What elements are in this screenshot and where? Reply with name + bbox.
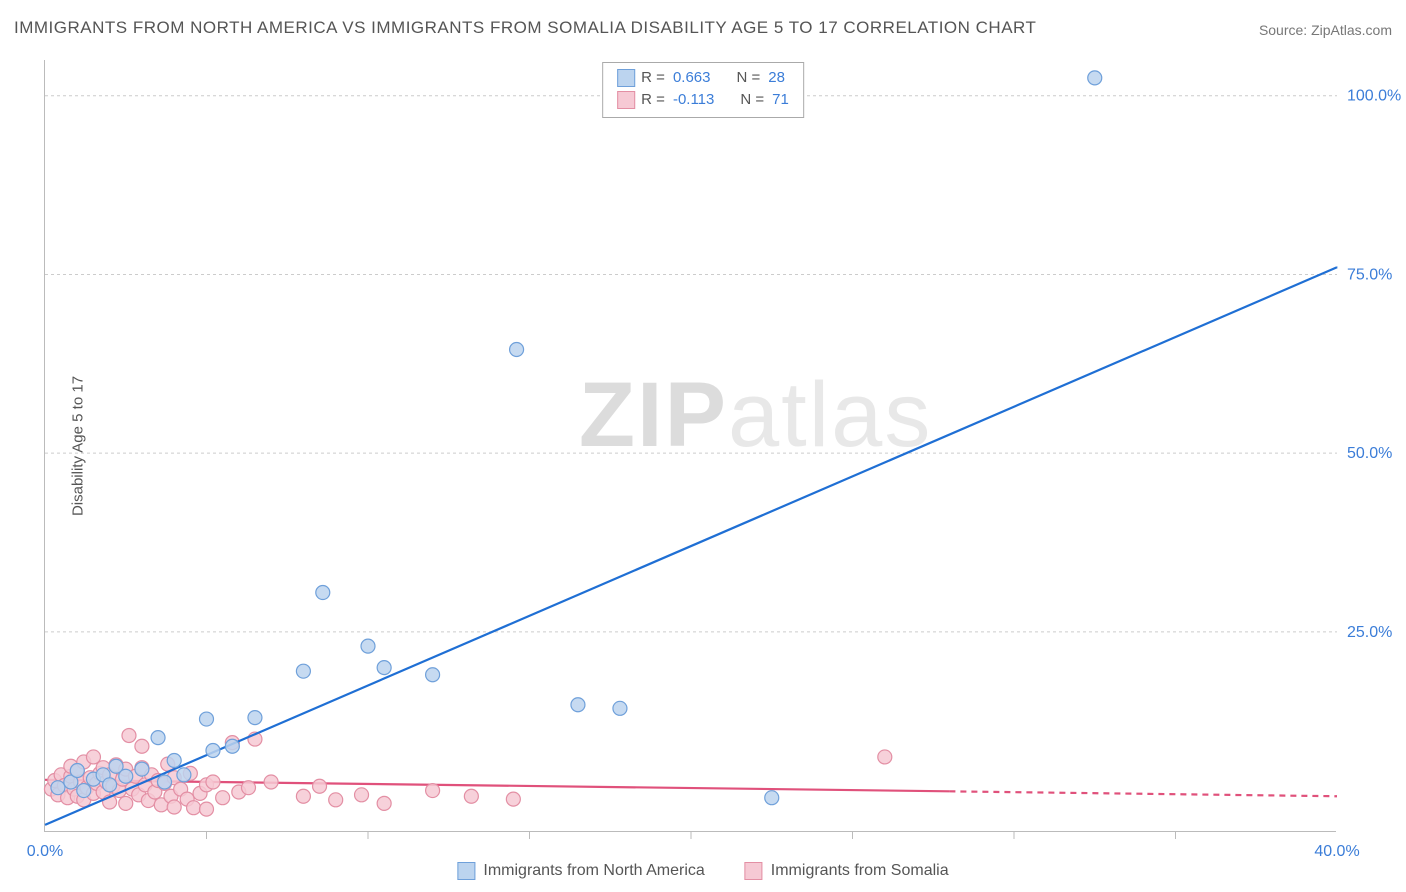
n-label: N = — [740, 89, 764, 111]
legend-item-label: Immigrants from Somalia — [771, 862, 949, 880]
svg-text:50.0%: 50.0% — [1347, 445, 1392, 462]
source-credit: Source: ZipAtlas.com — [1259, 22, 1392, 38]
scatter-svg: ZIPatlas25.0%50.0%75.0%100.0%0.0%40.0% — [45, 60, 1336, 831]
svg-text:75.0%: 75.0% — [1347, 266, 1392, 283]
r-value: 0.663 — [673, 67, 711, 89]
r-value: -0.113 — [673, 89, 714, 111]
legend-swatch-icon — [457, 862, 475, 880]
legend-item-label: Immigrants from North America — [483, 862, 704, 880]
svg-text:25.0%: 25.0% — [1347, 624, 1392, 641]
svg-text:100.0%: 100.0% — [1347, 88, 1401, 105]
legend-item-na: Immigrants from North America — [457, 862, 704, 880]
svg-text:ZIPatlas: ZIPatlas — [579, 364, 932, 466]
r-label: R = — [641, 67, 665, 89]
r-label: R = — [641, 89, 665, 111]
legend-row-na: R = 0.663 N = 28 — [617, 67, 789, 89]
plot-area: ZIPatlas25.0%50.0%75.0%100.0%0.0%40.0% — [44, 60, 1336, 832]
svg-text:40.0%: 40.0% — [1314, 843, 1359, 860]
n-value: 71 — [772, 89, 789, 111]
legend-swatch-somalia — [617, 91, 635, 109]
legend-row-somalia: R = -0.113 N = 71 — [617, 89, 789, 111]
legend-swatch-na — [617, 69, 635, 87]
chart-title: IMMIGRANTS FROM NORTH AMERICA VS IMMIGRA… — [14, 18, 1036, 38]
svg-text:0.0%: 0.0% — [27, 843, 63, 860]
legend-swatch-icon — [745, 862, 763, 880]
n-label: N = — [736, 67, 760, 89]
series-legend: Immigrants from North America Immigrants… — [457, 862, 948, 880]
correlation-legend: R = 0.663 N = 28 R = -0.113 N = 71 — [602, 62, 804, 118]
legend-item-somalia: Immigrants from Somalia — [745, 862, 949, 880]
n-value: 28 — [768, 67, 785, 89]
